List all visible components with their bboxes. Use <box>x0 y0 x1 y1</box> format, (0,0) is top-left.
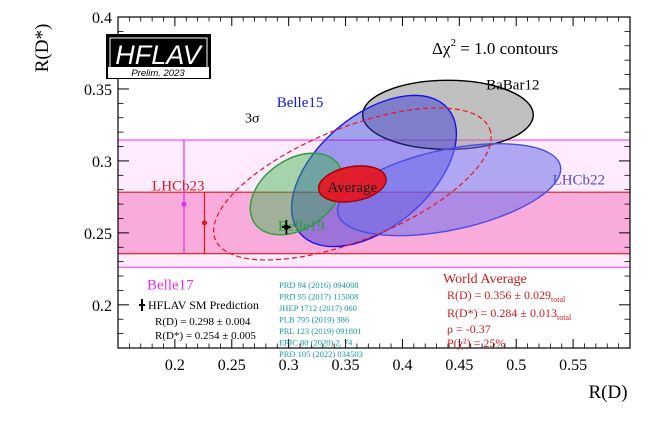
label-babar12: BaBar12 <box>486 78 539 94</box>
world-average-rdstar-sub: total <box>557 313 572 322</box>
x-tick-label: 0.2 <box>165 357 185 374</box>
sigma-contour-label: 3σ <box>245 112 260 127</box>
logo-subtitle-strip <box>108 67 209 78</box>
x-tick-label: 0.45 <box>445 357 473 374</box>
ticks-layer: 0.2 0.25 0.3 0.35 0.4 0.45 0.5 0.55 0.2 0.25 0.3 0.… <box>84 10 631 374</box>
label-average: Average <box>328 180 378 196</box>
y-tick-label: 0.3 <box>92 154 112 171</box>
logo-title: HFLAV <box>115 40 204 70</box>
x-tick-label: 0.5 <box>506 357 526 374</box>
world-average-rd-sub: total <box>551 295 566 304</box>
label-belle15: Belle15 <box>277 95 324 111</box>
world-average-rho: ρ = -0.37 <box>447 322 491 336</box>
label-lhcb22: LHCb22 <box>553 173 606 189</box>
ellipse-lhcb22 <box>336 143 562 237</box>
contour-note-suffix: = 1.0 contours <box>456 39 558 58</box>
points-layer: Belle17 LHCb23 <box>147 140 291 294</box>
ellipse-average <box>317 165 387 203</box>
point-belle17 <box>181 201 187 207</box>
sm-legend-title: HFLAV SM Prediction <box>148 298 259 312</box>
world-average-rdstar-value: R(D*) = 0.284 ± 0.013 <box>447 306 557 320</box>
x-tick-label: 0.3 <box>279 357 299 374</box>
ellipse-belle19 <box>249 152 344 236</box>
x-tick-label: 0.35 <box>332 357 360 374</box>
reference-line: PRD 95 (2017) 115008 <box>279 292 358 302</box>
y-tick-label: 0.35 <box>84 82 112 99</box>
logo-subtitle: Prelim. 2023 <box>131 68 185 79</box>
point-hflav-sm-prediction <box>283 224 289 230</box>
world-average-pchi2: P(χ²) = 25% <box>447 336 505 350</box>
world-average-title: World Average <box>443 272 527 287</box>
y-tick-label: 0.2 <box>92 298 112 315</box>
reference-line: PRL 123 (2019) 091801 <box>279 326 362 336</box>
references-list: PRD 94 (2016) 094008 PRD 95 (2017) 115008… <box>279 280 363 359</box>
world-average-rd: R(D) = 0.356 ± 0.029total <box>447 288 566 304</box>
reference-line: EPJC 80 (2020) 2, 74 <box>279 338 353 348</box>
x-tick-label: 0.4 <box>392 357 412 374</box>
label-belle19: Belle19 <box>278 219 325 235</box>
x-tick-label: 0.25 <box>218 357 246 374</box>
y-axis-label: R(D*) <box>32 24 53 73</box>
label-lhcb23: LHCb23 <box>152 178 205 194</box>
hflav-logo: HFLAV Prelim. 2023 <box>106 34 211 79</box>
reference-line: PLB 795 (2019) 386 <box>279 315 349 325</box>
plot-area: BaBar12 Belle15 LHCb22 Belle19 Average 3σ Bel… <box>118 78 630 294</box>
x-tick-label: 0.55 <box>559 357 587 374</box>
point-lhcb23 <box>201 220 208 226</box>
plot-frame <box>117 16 631 349</box>
sm-prediction-legend: HFLAV SM Prediction R(D) = 0.298 ± 0.004… <box>139 298 259 342</box>
world-average-rdstar: R(D*) = 0.284 ± 0.013total <box>447 306 572 322</box>
world-average-rd-value: R(D) = 0.356 ± 0.029 <box>447 288 551 302</box>
sigma-contour <box>213 107 492 261</box>
sm-legend-rd: R(D) = 0.298 ± 0.004 <box>155 316 251 328</box>
contour-note-sup: 2 <box>450 37 456 49</box>
contour-note-prefix: Δχ <box>432 39 451 58</box>
reference-line: PRD 105 (2022) 034503 <box>279 349 363 359</box>
sm-legend-rdstar: R(D*) = 0.254 ± 0.005 <box>155 330 256 342</box>
world-average-box: World Average R(D) = 0.356 ± 0.029total … <box>443 272 572 350</box>
y-tick-label: 0.4 <box>92 10 112 27</box>
contour-note: Δχ2 = 1.0 contours <box>432 37 558 58</box>
label-belle17: Belle17 <box>147 278 194 294</box>
reference-line: PRD 94 (2016) 094008 <box>279 280 359 290</box>
y-tick-label: 0.25 <box>84 226 112 243</box>
x-axis-label: R(D) <box>588 382 627 403</box>
reference-line: JHEP 1712 (2017) 060 <box>279 303 357 313</box>
ellipses-layer: BaBar12 Belle15 LHCb22 Belle19 Average 3σ <box>213 78 606 261</box>
